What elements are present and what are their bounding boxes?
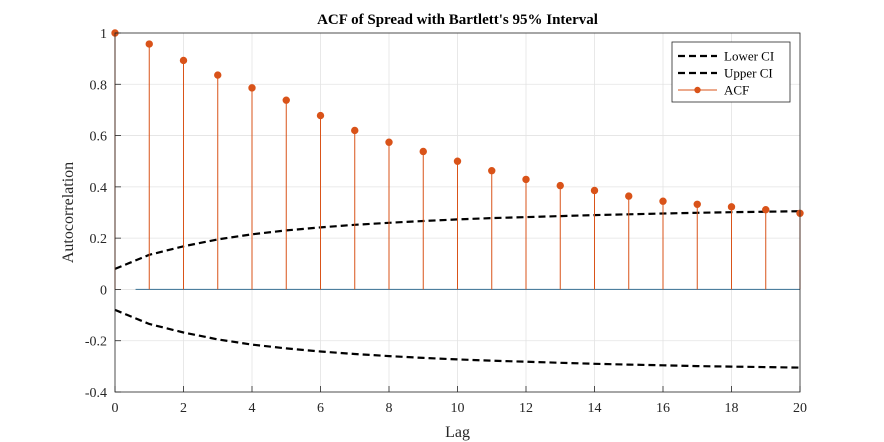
y-tick-label: 0.2 bbox=[90, 232, 108, 247]
x-tick-label: 4 bbox=[249, 401, 256, 416]
lower-ci-line bbox=[114, 308, 801, 369]
acf-point bbox=[419, 147, 427, 156]
acf-point bbox=[351, 126, 359, 135]
acf-point bbox=[179, 56, 188, 65]
acf-point bbox=[214, 71, 222, 79]
x-tick-label: 18 bbox=[725, 401, 739, 416]
acf-point bbox=[248, 84, 256, 92]
x-tick-label: 10 bbox=[451, 401, 465, 416]
acf-point bbox=[488, 167, 496, 175]
y-tick-label: 0.6 bbox=[90, 130, 108, 145]
x-tick-label: 12 bbox=[519, 401, 533, 416]
y-tick-label: -0.2 bbox=[85, 335, 107, 350]
chart-title: ACF of Spread with Bartlett's 95% Interv… bbox=[317, 12, 598, 28]
x-tick-label: 20 bbox=[793, 401, 807, 416]
acf-point bbox=[145, 40, 153, 48]
x-tick-label: 2 bbox=[180, 401, 187, 416]
x-tick-label: 14 bbox=[588, 401, 602, 416]
acf-point bbox=[556, 181, 564, 190]
x-axis-ticks: 0 2 4 6 8 10 12 14 16 18 20 bbox=[112, 386, 807, 416]
y-tick-label: 0.8 bbox=[90, 78, 108, 93]
y-axis-ticks: -0.4 -0.2 0 0.2 0.4 0.6 0.8 1 bbox=[85, 27, 121, 401]
acf-point bbox=[522, 175, 530, 184]
x-tick-label: 16 bbox=[656, 401, 670, 416]
acf-point bbox=[453, 157, 462, 165]
acf-point bbox=[282, 96, 290, 104]
acf-point bbox=[693, 200, 701, 208]
acf-point bbox=[659, 197, 667, 205]
y-tick-label: -0.4 bbox=[85, 386, 107, 401]
legend-marker-acf bbox=[694, 86, 701, 94]
acf-point bbox=[590, 186, 599, 195]
legend-label-acf: ACF bbox=[724, 83, 749, 98]
legend-label-upper-ci: Upper CI bbox=[724, 66, 773, 81]
acf-point bbox=[385, 138, 393, 146]
x-tick-label: 6 bbox=[317, 401, 324, 416]
acf-point bbox=[316, 111, 325, 120]
legend: Lower CI Upper CI ACF bbox=[671, 41, 791, 103]
legend-label-lower-ci: Lower CI bbox=[724, 49, 774, 64]
x-tick-label: 0 bbox=[112, 401, 119, 416]
x-tick-label: 8 bbox=[386, 401, 393, 416]
y-tick-label: 1 bbox=[100, 27, 107, 42]
y-tick-label: 0 bbox=[100, 283, 107, 298]
acf-point bbox=[625, 192, 633, 200]
acf-stems bbox=[111, 29, 804, 290]
y-axis-label: Autocorrelation bbox=[60, 162, 77, 263]
acf-point bbox=[762, 205, 770, 214]
x-axis-label: Lag bbox=[445, 424, 470, 441]
acf-point bbox=[727, 203, 736, 211]
y-tick-label: 0.4 bbox=[90, 181, 108, 196]
